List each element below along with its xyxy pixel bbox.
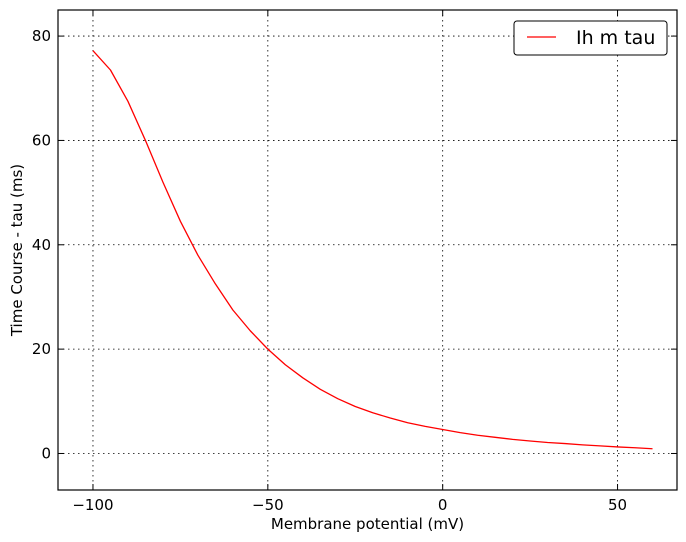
y-tick-label: 60 — [32, 131, 51, 149]
legend-box — [513, 20, 668, 56]
series-line — [92, 50, 653, 450]
y-tick-label: 80 — [32, 27, 51, 45]
y-tick-label: 40 — [32, 236, 51, 254]
x-tick-label: 0 — [438, 496, 448, 514]
plot-frame — [57, 9, 678, 491]
x-tick-label: −50 — [252, 496, 284, 514]
y-axis-label: Time Course - tau (ms) — [8, 164, 26, 337]
x-tick-label: 50 — [608, 496, 627, 514]
y-tick-label: 0 — [41, 444, 51, 462]
ticks: −100 −50 0 50 0 20 40 60 80 — [32, 10, 677, 514]
x-axis-label: Membrane potential (mV) — [271, 515, 464, 533]
legend: Ih m tau — [513, 20, 668, 56]
x-tick-label: −100 — [72, 496, 113, 514]
y-tick-label: 20 — [32, 340, 51, 358]
series-layer — [92, 50, 653, 450]
legend-label: Ih m tau — [576, 27, 655, 49]
